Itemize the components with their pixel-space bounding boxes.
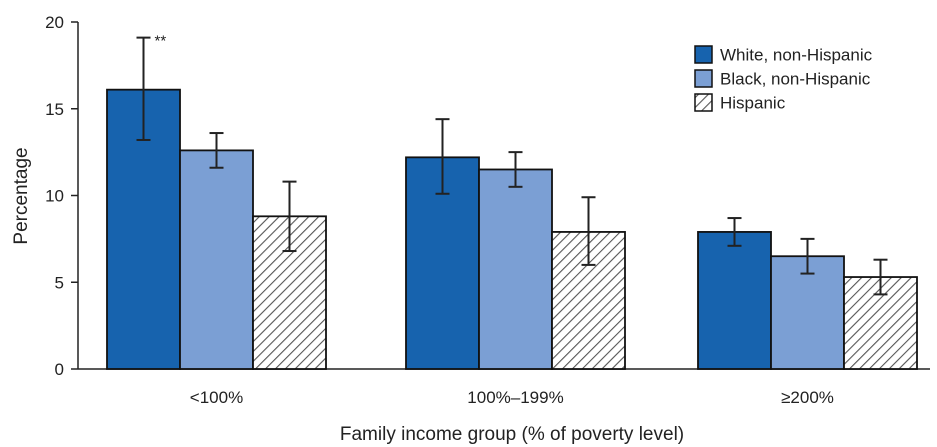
bar: [697, 231, 772, 370]
x-category-label: <100%: [190, 388, 243, 407]
x-category-label: 100%–199%: [467, 388, 563, 407]
annotations: **: [155, 33, 167, 50]
x-category-label: ≥200%: [781, 388, 834, 407]
y-tick-label: 20: [45, 13, 64, 32]
legend-label: Hispanic: [720, 94, 786, 113]
bar: [478, 168, 553, 370]
bar: [770, 255, 845, 370]
y-tick-label: 5: [55, 273, 64, 292]
x-axis-title: Family income group (% of poverty level): [340, 424, 684, 445]
legend: White, non-Hispanic Black, non-Hispanic Hi…: [694, 45, 873, 113]
x-ticks: <100% 100%–199% ≥200%: [190, 388, 834, 407]
y-tick-label: 10: [45, 187, 64, 206]
bar: [179, 149, 254, 370]
legend-swatch: [694, 69, 713, 88]
legend-label: White, non-Hispanic: [720, 46, 873, 65]
y-tick-label: 0: [55, 360, 64, 379]
legend-swatch: [694, 93, 713, 112]
y-axis-title: Percentage: [11, 147, 32, 244]
y-tick-label: 15: [45, 100, 64, 119]
y-ticks: 0 5 10 15 20: [45, 13, 78, 379]
significance-annotation: **: [155, 33, 167, 50]
error-bars: [136, 36, 888, 296]
legend-label: Black, non-Hispanic: [720, 70, 871, 89]
bars: [106, 88, 918, 370]
legend-swatch: [694, 45, 713, 64]
